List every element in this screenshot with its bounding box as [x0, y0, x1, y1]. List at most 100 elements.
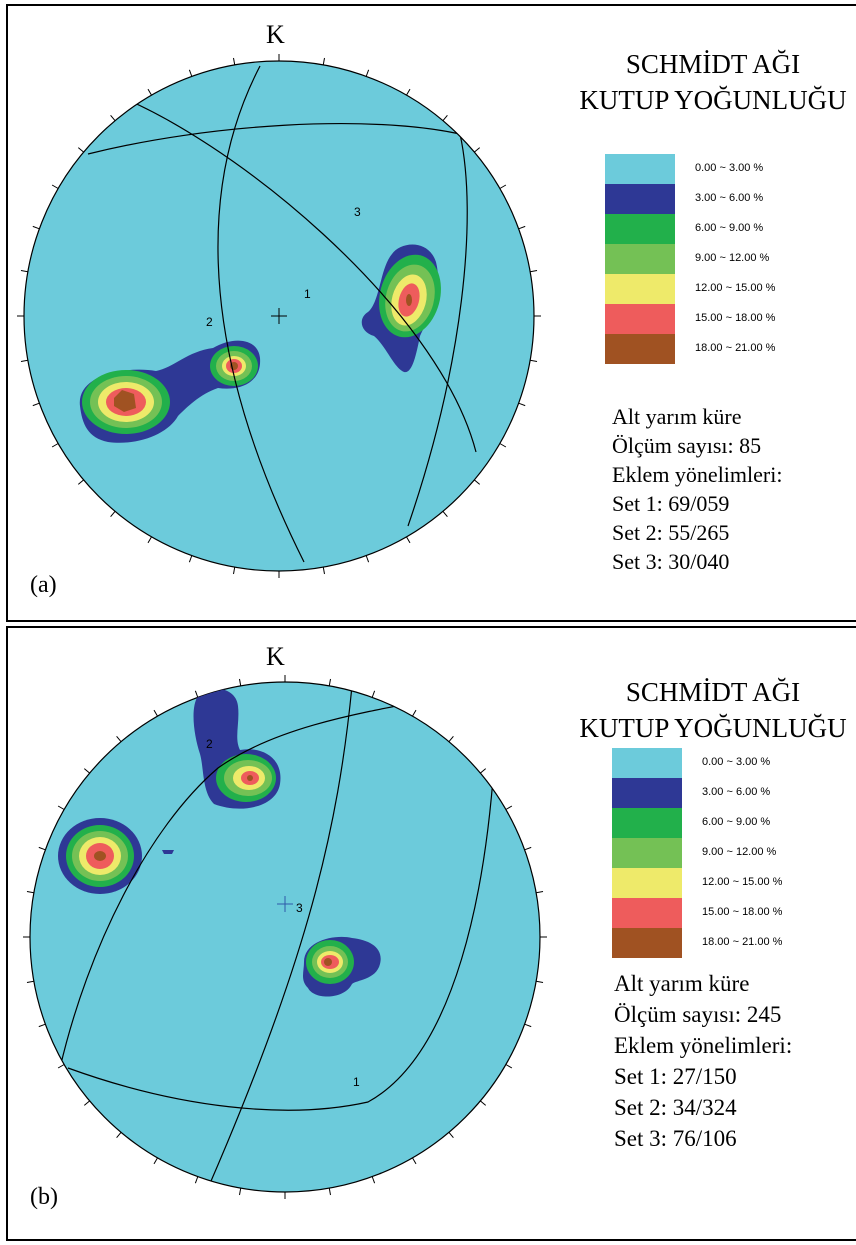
- degree-tick: [406, 536, 411, 544]
- panel-label-b: (b): [30, 1184, 58, 1210]
- legend-range: 3.00 ~ 6.00 %: [695, 192, 764, 204]
- degree-tick: [499, 184, 507, 189]
- joint-orientations-label: Eklem yönelimleri:: [612, 462, 783, 487]
- degree-tick: [371, 690, 376, 698]
- legend-range: 3.00 ~ 6.00 %: [702, 786, 771, 798]
- gc-label-1-a: 1: [304, 287, 311, 301]
- set-orientation: Set 2: 55/265: [612, 520, 730, 545]
- degree-tick: [188, 555, 193, 563]
- degree-tick: [365, 555, 370, 563]
- title-line2-a: KUTUP YOĞUNLUĞU: [579, 85, 847, 115]
- degree-tick: [153, 709, 158, 717]
- degree-tick: [412, 1157, 417, 1165]
- legend-swatch: [612, 808, 682, 838]
- degree-tick: [371, 1176, 376, 1184]
- pole-cluster-northwest-b: [58, 818, 142, 894]
- stereonet-panel-a: 1 2 3 K (a) SCHMİDT AĞI KUTUP YOĞUNLUĞU …: [6, 4, 856, 622]
- set-orientation: Set 1: 69/059: [612, 491, 730, 516]
- legend-swatch: [612, 898, 682, 928]
- degree-tick: [480, 1100, 487, 1106]
- schmidt-net-a: 1 2 3: [17, 54, 541, 578]
- great-circle-3-b: [207, 685, 353, 1189]
- legend-range: 0.00 ~ 3.00 %: [702, 756, 771, 768]
- degree-tick: [322, 57, 325, 65]
- degree-tick: [153, 1157, 158, 1165]
- legend-range: 12.00 ~ 15.00 %: [695, 282, 776, 294]
- schmidt-net-b: 1 2 3: [23, 675, 547, 1199]
- degree-tick: [188, 69, 193, 77]
- ticks-a: [17, 54, 541, 578]
- degree-tick: [26, 891, 34, 894]
- degree-tick: [77, 479, 84, 485]
- pole-cluster-west-a: [79, 340, 261, 443]
- pole-cluster-north-b: [162, 688, 281, 854]
- degree-tick: [38, 1023, 46, 1028]
- ticks-b: [23, 675, 547, 1199]
- primitive-circle-b: [29, 681, 541, 1193]
- info-block-b: Alt yarım küre Ölçüm sayısı: 245 Eklem y…: [614, 968, 792, 1154]
- legend-swatch: [605, 334, 675, 364]
- great-circle-2-b: [59, 687, 489, 1069]
- degree-tick: [83, 1100, 90, 1106]
- legend-swatch: [605, 304, 675, 334]
- degree-tick: [38, 846, 46, 851]
- degree-tick: [233, 57, 236, 65]
- degree-tick: [499, 443, 507, 448]
- degree-tick: [147, 536, 152, 544]
- degree-tick: [51, 184, 59, 189]
- degree-tick: [26, 980, 34, 983]
- degree-tick: [365, 69, 370, 77]
- info-block-a: Alt yarım küre Ölçüm sayısı: 85 Eklem yö…: [612, 402, 782, 576]
- gc-label-3-b: 3: [296, 901, 303, 915]
- degree-tick: [474, 147, 481, 153]
- degree-tick: [57, 1064, 65, 1069]
- legend-range: 15.00 ~ 18.00 %: [695, 312, 776, 324]
- title-line2-b: KUTUP YOĞUNLUĞU: [579, 713, 847, 743]
- degree-tick: [536, 891, 544, 894]
- pole-cluster-east-a: [361, 244, 441, 373]
- legend-range: 9.00 ~ 12.00 %: [702, 846, 777, 858]
- great-circle-3-a: [107, 91, 477, 453]
- gc-label-2-b: 2: [206, 737, 213, 751]
- degree-tick: [194, 690, 199, 698]
- legend-swatch: [612, 928, 682, 958]
- legend-swatch: [605, 244, 675, 274]
- legend-range: 6.00 ~ 9.00 %: [702, 816, 771, 828]
- degree-tick: [77, 147, 84, 153]
- degree-tick: [448, 1132, 454, 1139]
- gc-label-1-b: 1: [353, 1075, 360, 1089]
- degree-tick: [20, 359, 28, 362]
- set-orientation: Set 3: 76/106: [614, 1126, 737, 1151]
- degree-tick: [328, 678, 331, 686]
- degree-tick: [518, 402, 526, 407]
- degree-tick: [524, 1023, 532, 1028]
- legend-swatch: [612, 748, 682, 778]
- north-label-a: K: [266, 20, 285, 49]
- legend-range: 18.00 ~ 21.00 %: [695, 342, 776, 354]
- set-orientation: Set 3: 30/040: [612, 549, 730, 574]
- degree-tick: [147, 88, 152, 96]
- title-a: SCHMİDT AĞI KUTUP YOĞUNLUĞU: [548, 46, 856, 118]
- hemisphere-text: Alt yarım küre: [614, 971, 750, 996]
- legend-swatch: [612, 778, 682, 808]
- degree-tick: [406, 88, 411, 96]
- stereonet-panel-b: 1 2 3 K (b) SCHMİDT AĞI KUTUP YOĞUNLUĞU …: [6, 626, 856, 1241]
- legend-range: 9.00 ~ 12.00 %: [695, 252, 770, 264]
- title-line1-b: SCHMİDT AĞI: [625, 677, 801, 707]
- degree-tick: [505, 1064, 513, 1069]
- title-b: SCHMİDT AĞI KUTUP YOĞUNLUĞU: [548, 674, 856, 746]
- degree-tick: [83, 768, 90, 774]
- degree-tick: [505, 805, 513, 810]
- hemisphere-text: Alt yarım küre: [612, 404, 742, 429]
- degree-tick: [442, 114, 448, 121]
- gc-label-2-a: 2: [206, 315, 213, 329]
- measurement-count: Ölçüm sayısı: 245: [614, 1002, 782, 1027]
- legend-range: 18.00 ~ 21.00 %: [702, 936, 783, 948]
- degree-tick: [518, 225, 526, 230]
- legend-range: 6.00 ~ 9.00 %: [695, 222, 764, 234]
- degree-tick: [536, 980, 544, 983]
- degree-tick: [524, 846, 532, 851]
- legend-swatch: [605, 154, 675, 184]
- degree-tick: [32, 225, 40, 230]
- degree-tick: [474, 479, 481, 485]
